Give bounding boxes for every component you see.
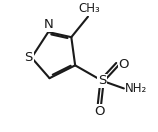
Text: S: S <box>24 51 33 64</box>
Text: NH₂: NH₂ <box>125 82 147 95</box>
Text: CH₃: CH₃ <box>78 2 100 15</box>
Text: O: O <box>94 105 105 118</box>
Text: O: O <box>119 58 129 71</box>
Text: S: S <box>98 74 106 87</box>
Text: N: N <box>43 18 53 31</box>
